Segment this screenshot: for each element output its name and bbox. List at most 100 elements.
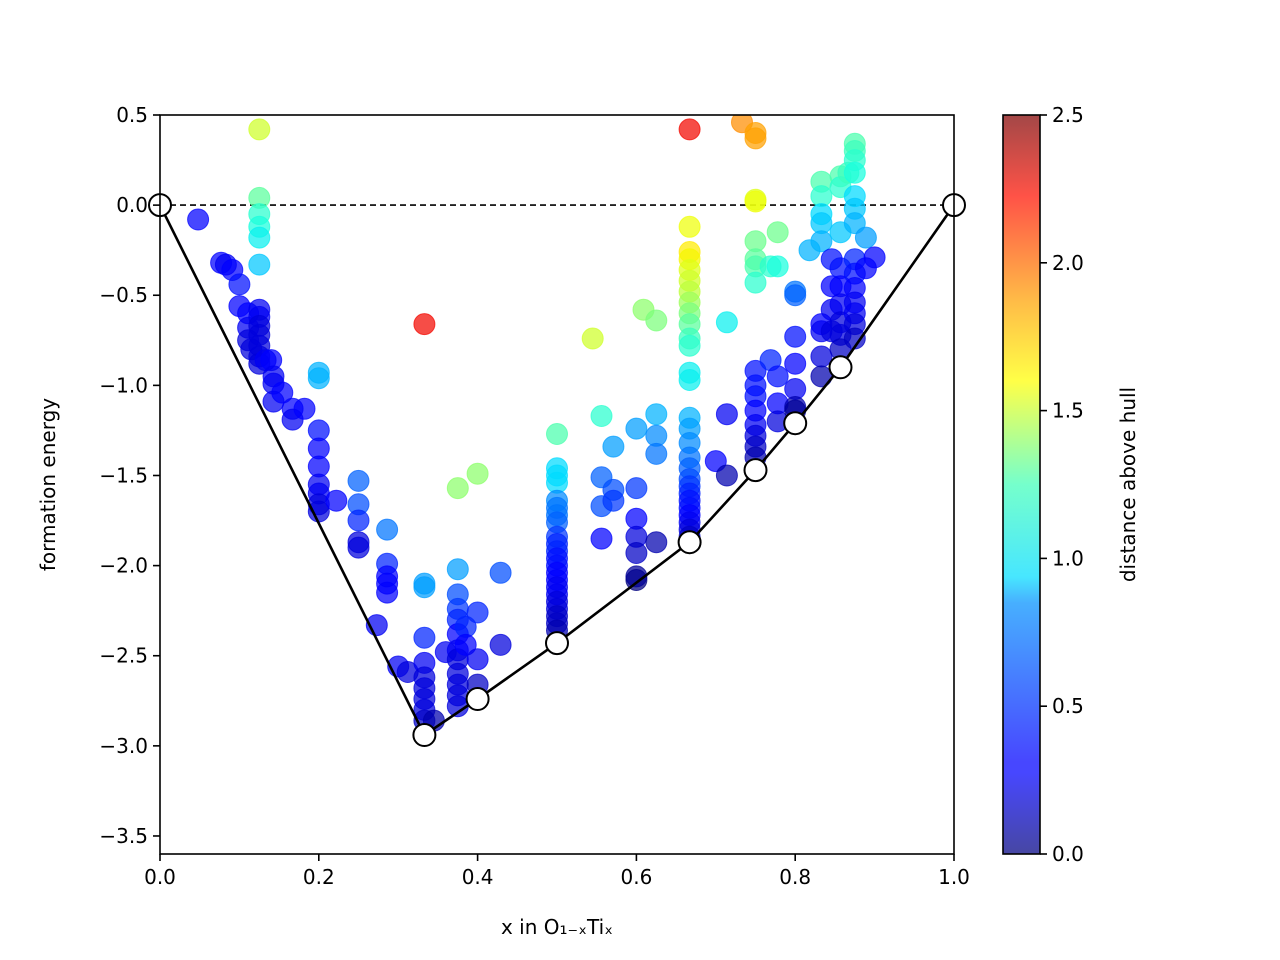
x-tick-label: 0.2	[303, 865, 335, 889]
y-axis-label: formation energy	[36, 398, 60, 571]
data-point	[489, 633, 512, 656]
data-point	[744, 127, 767, 150]
data-point	[466, 462, 489, 485]
data-point	[784, 352, 807, 375]
x-tick-label: 0.6	[620, 865, 652, 889]
colorbar-tick-label: 2.0	[1052, 251, 1084, 275]
data-point	[248, 226, 271, 249]
data-point	[715, 311, 738, 334]
data-point	[645, 531, 668, 554]
colorbar-tick-label: 1.5	[1052, 399, 1084, 423]
data-point	[744, 190, 767, 213]
y-axis-ticks: 0.5 0.0 −0.5 −1.0 −1.5 −2.0 −2.5 −3.0 −3.5	[99, 103, 160, 848]
data-point	[187, 208, 210, 231]
data-point	[590, 527, 613, 550]
y-tick-label: −3.0	[99, 734, 148, 758]
colorbar-frame	[1002, 114, 1041, 855]
scatter-points	[187, 115, 886, 732]
y-tick-label: −3.5	[99, 824, 148, 848]
data-point	[810, 345, 833, 368]
x-axis-ticks: 0.0 0.2 0.4 0.6 0.8 1.0	[144, 854, 970, 889]
data-point	[863, 246, 886, 269]
colorbar-tick-label: 1.0	[1052, 546, 1084, 570]
y-tick-label: 0.0	[116, 193, 148, 217]
colorbar	[1003, 115, 1040, 854]
colorbar-tick-label: 2.5	[1052, 103, 1084, 127]
data-point	[744, 271, 767, 294]
x-axis-label: x in O₁₋ₓTiₓ	[501, 915, 613, 939]
data-point	[625, 542, 648, 564]
data-point	[784, 325, 807, 348]
x-tick-label: 0.8	[779, 865, 811, 889]
data-point	[645, 442, 668, 465]
data-point	[602, 489, 625, 512]
data-point	[766, 221, 789, 244]
hull-vertex	[828, 355, 853, 380]
plot-frame	[159, 114, 955, 855]
data-point	[446, 477, 469, 500]
data-point	[228, 273, 251, 296]
data-point	[678, 215, 701, 238]
data-point	[325, 489, 348, 512]
y-tick-label: −2.5	[99, 644, 148, 668]
data-point	[715, 464, 738, 487]
data-point	[766, 365, 789, 388]
data-point	[466, 601, 489, 624]
data-point	[602, 435, 625, 458]
data-point	[625, 417, 648, 440]
data-point	[645, 309, 668, 332]
data-point	[376, 581, 399, 604]
data-point	[715, 403, 738, 426]
data-point	[766, 255, 789, 278]
data-point	[376, 518, 399, 541]
data-point	[466, 648, 489, 671]
data-point	[489, 561, 512, 584]
data-point	[271, 381, 294, 404]
data-point	[784, 284, 807, 307]
data-point	[678, 118, 701, 141]
data-point	[347, 536, 370, 559]
colorbar-tick-label: 0.5	[1052, 694, 1084, 718]
data-point	[293, 397, 316, 420]
data-point	[810, 230, 833, 253]
data-point	[347, 469, 370, 492]
x-tick-label: 1.0	[938, 865, 970, 889]
data-point	[581, 327, 604, 350]
hull-vertex	[677, 530, 702, 555]
data-point	[413, 576, 436, 599]
data-point	[678, 334, 701, 357]
data-point	[413, 313, 436, 336]
hull-vertex	[412, 723, 437, 747]
data-point	[413, 626, 436, 649]
y-tick-label: −1.0	[99, 373, 148, 397]
data-point	[854, 226, 877, 249]
colorbar-label: distance above hull	[1116, 387, 1140, 582]
data-point	[625, 477, 648, 500]
convex-hull	[148, 193, 966, 747]
data-point	[645, 403, 668, 426]
y-tick-label: −2.0	[99, 554, 148, 578]
x-tick-label: 0.4	[462, 865, 494, 889]
data-point	[248, 118, 271, 141]
hull-vertex	[465, 687, 490, 711]
data-point	[248, 253, 271, 276]
y-tick-label: −1.5	[99, 463, 148, 487]
data-point	[625, 565, 648, 588]
data-point	[678, 369, 701, 391]
x-tick-label: 0.0	[144, 865, 176, 889]
colorbar-ticks: 0.0 0.5 1.0 1.5 2.0 2.5	[1040, 103, 1084, 866]
data-point	[347, 509, 370, 532]
data-point	[454, 633, 477, 656]
data-point	[843, 161, 866, 184]
y-tick-label: 0.5	[116, 103, 148, 127]
data-point	[546, 423, 568, 445]
y-tick-label: −0.5	[99, 283, 148, 307]
data-point	[307, 367, 330, 390]
data-point	[590, 405, 613, 427]
colorbar-tick-label: 0.0	[1052, 842, 1084, 866]
hull-vertex	[783, 411, 808, 436]
hull-vertex	[545, 631, 569, 656]
hull-vertex	[743, 458, 768, 483]
data-point	[446, 558, 469, 581]
